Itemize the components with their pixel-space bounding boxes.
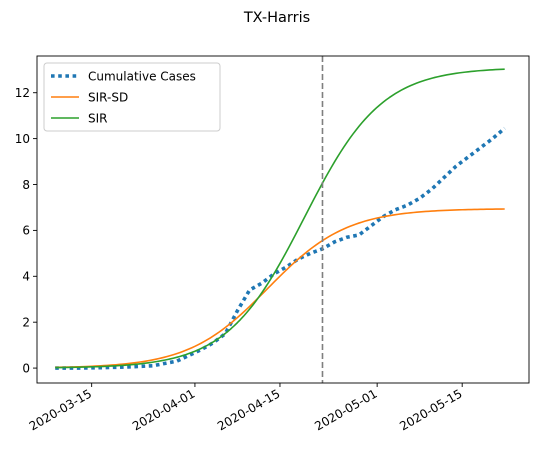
y-tick-label: 8 — [22, 178, 30, 192]
y-tick-label: 2 — [22, 315, 30, 329]
y-tick-label: 10 — [15, 132, 30, 146]
y-tick-label: 0 — [22, 361, 30, 375]
y-tick-label: 12 — [15, 86, 30, 100]
legend-label: SIR-SD — [88, 90, 128, 104]
plot-area — [55, 56, 506, 383]
x-tick-label: 2020-04-15 — [215, 386, 282, 433]
series-line-cumulative-cases — [55, 126, 506, 370]
y-tick-label: 4 — [22, 270, 30, 284]
x-tick-label: 2020-03-15 — [27, 386, 94, 433]
x-tick-label: 2020-04-01 — [130, 386, 197, 433]
legend-label: SIR — [88, 111, 108, 125]
legend-box — [43, 62, 221, 132]
x-tick-label: 2020-05-15 — [397, 386, 464, 433]
series-line-sir-sd — [55, 208, 505, 369]
series-line-sir — [55, 68, 505, 369]
y-tick-label: 6 — [22, 224, 30, 238]
axes-frame — [36, 55, 530, 384]
legend-label: Cumulative Cases — [88, 69, 196, 83]
x-tick-label: 2020-05-01 — [312, 386, 379, 433]
chart-title: TX-Harris — [243, 10, 310, 26]
legend: Cumulative Cases SIR-SD SIR — [43, 62, 221, 132]
